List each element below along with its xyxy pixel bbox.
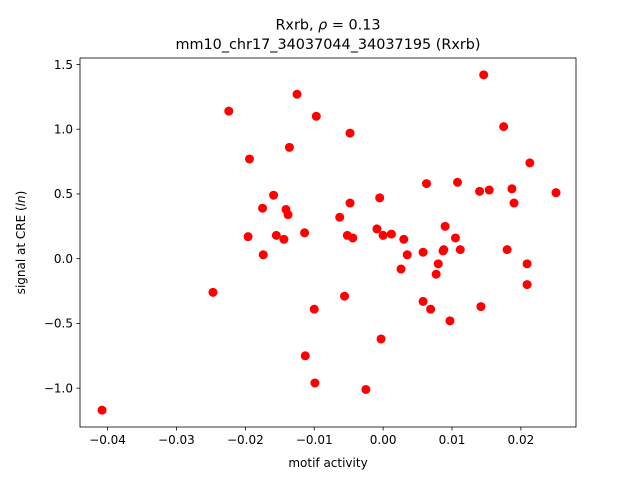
data-point: [418, 247, 428, 257]
chart-title-rho: ρ: [318, 18, 327, 34]
data-point: [440, 221, 450, 231]
data-point: [439, 245, 449, 255]
chart-title-prefix: Rxrb,: [275, 18, 318, 34]
data-point: [426, 304, 436, 314]
data-point: [445, 316, 455, 326]
data-point: [522, 280, 532, 290]
data-point: [300, 351, 310, 361]
data-point: [269, 190, 279, 200]
data-point: [309, 304, 319, 314]
data-point: [311, 111, 321, 121]
y-axis-label-prefix: signal at CRE (: [14, 206, 28, 294]
x-tick-label: 0.00: [370, 433, 397, 447]
data-point: [279, 234, 289, 244]
data-point: [376, 334, 386, 344]
data-point: [300, 228, 310, 238]
data-point: [479, 70, 489, 80]
y-tick-label: −0.5: [44, 317, 73, 331]
y-tick-label: 0.5: [54, 187, 73, 201]
data-point: [386, 229, 396, 239]
data-point: [455, 245, 465, 255]
data-point: [475, 186, 485, 196]
data-point: [525, 158, 535, 168]
data-point: [243, 232, 253, 242]
data-point: [340, 291, 350, 301]
data-point: [310, 378, 320, 388]
data-point: [450, 233, 460, 243]
data-point: [345, 198, 355, 208]
y-axis-label: signal at CRE (ln): [14, 191, 28, 295]
data-point: [476, 302, 486, 312]
y-tick-label: 0.0: [54, 252, 73, 266]
data-point: [502, 245, 512, 255]
y-axis-label-italic: ln: [14, 195, 28, 206]
data-point: [402, 250, 412, 260]
x-tick-label: −0.01: [296, 433, 333, 447]
x-tick-label: −0.02: [227, 433, 264, 447]
data-point: [345, 128, 355, 138]
y-tick-label: −1.0: [44, 381, 73, 395]
x-axis-label: motif activity: [288, 456, 367, 470]
data-point: [292, 89, 302, 99]
data-point: [258, 250, 268, 260]
data-point: [244, 154, 254, 164]
plot-frame: [79, 57, 577, 428]
data-point: [433, 259, 443, 269]
chart-title-line1: Rxrb, ρ = 0.13: [275, 18, 380, 34]
data-point: [396, 264, 406, 274]
data-point: [361, 384, 371, 394]
y-tick-label: 1.0: [54, 123, 73, 137]
x-axis-ticks: −0.04 −0.03 −0.02 −0.01 0.00 0.01 0.02: [89, 427, 534, 447]
chart-title-suffix: = 0.13: [327, 18, 380, 34]
data-point: [418, 296, 428, 306]
data-point: [335, 212, 345, 222]
y-axis-ticks: −1.0 −0.5 0.0 0.5 1.0 1.5: [44, 58, 80, 395]
points-layer: [97, 70, 561, 415]
data-point: [522, 259, 532, 269]
x-tick-label: 0.01: [439, 433, 466, 447]
data-point: [208, 287, 218, 297]
data-point: [283, 210, 293, 220]
y-axis-label-suffix: ): [14, 191, 28, 196]
data-point: [271, 230, 281, 240]
data-point: [348, 233, 358, 243]
data-point: [372, 224, 382, 234]
data-point: [375, 193, 385, 203]
y-tick-label: 1.5: [54, 58, 73, 72]
data-point: [97, 405, 107, 415]
x-tick-label: 0.02: [508, 433, 535, 447]
data-point: [378, 230, 388, 240]
data-point: [499, 122, 509, 132]
data-point: [258, 203, 268, 213]
data-point: [509, 198, 519, 208]
data-point: [284, 142, 294, 152]
data-point: [507, 184, 517, 194]
x-tick-label: −0.04: [89, 433, 126, 447]
data-point: [484, 185, 494, 195]
data-point: [431, 269, 441, 279]
x-tick-label: −0.03: [158, 433, 195, 447]
data-point: [224, 106, 234, 116]
data-point: [422, 179, 432, 189]
data-point: [551, 188, 561, 198]
data-point: [399, 234, 409, 244]
chart-title-line2: mm10_chr17_34037044_34037195 (Rxrb): [175, 37, 480, 53]
data-point: [453, 177, 463, 187]
